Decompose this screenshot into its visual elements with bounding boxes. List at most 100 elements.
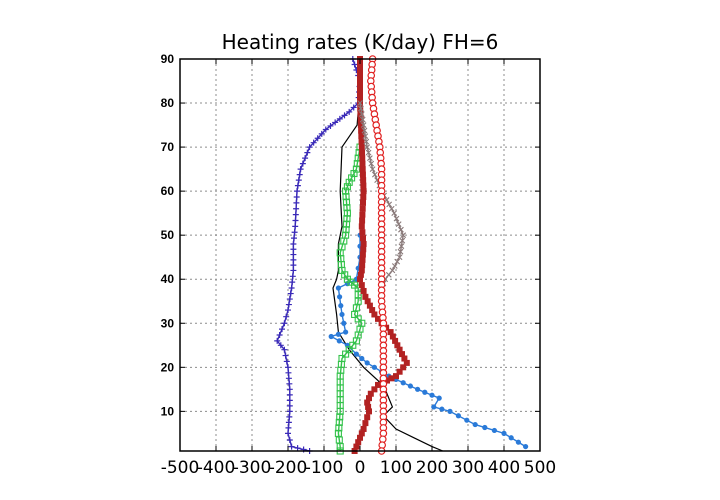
data-point (314, 135, 321, 142)
data-point (357, 89, 363, 96)
x-tick-label: 0 (355, 458, 366, 478)
data-point (400, 364, 407, 371)
data-point (336, 115, 343, 122)
data-point (360, 122, 367, 128)
data-point (292, 223, 299, 230)
data-point (294, 445, 301, 452)
series-1 (332, 58, 444, 452)
data-point (384, 377, 390, 384)
data-point (464, 417, 470, 423)
data-point (359, 355, 365, 362)
data-point (343, 183, 351, 191)
tick-layer: -500-400-300-200-100 0 100 200 300 400 500 10 20… (161, 52, 557, 478)
data-point (365, 149, 372, 156)
data-point (360, 287, 367, 294)
data-point (359, 262, 366, 269)
data-point (350, 104, 357, 111)
data-point (288, 443, 295, 450)
data-point (285, 375, 292, 382)
data-point (394, 258, 401, 265)
data-point (407, 383, 413, 389)
data-point (283, 313, 290, 320)
data-point (290, 262, 297, 269)
data-point (286, 380, 293, 387)
series-3 (328, 232, 529, 450)
data-point (290, 246, 297, 253)
data-point (358, 105, 364, 112)
data-point (399, 351, 405, 358)
chart-title: Heating rates (K/day) FH=6 (222, 30, 499, 54)
data-point (360, 199, 366, 206)
data-point (355, 439, 362, 446)
x-tick-label: -300 (233, 458, 272, 478)
data-point (501, 430, 507, 436)
data-point (363, 138, 370, 145)
series-6 (357, 100, 407, 291)
y-tick-label: 90 (161, 52, 175, 66)
data-point (291, 229, 298, 236)
data-point (282, 352, 289, 359)
data-point (391, 263, 398, 269)
data-point (358, 267, 365, 274)
data-point (360, 235, 366, 242)
data-point (352, 304, 360, 312)
data-point (297, 166, 304, 173)
data-point (296, 171, 303, 178)
data-point (371, 171, 378, 178)
y-tick-label: 30 (161, 316, 175, 330)
data-point (337, 294, 343, 300)
data-point (360, 177, 367, 184)
data-point (286, 386, 293, 393)
data-point (358, 282, 365, 289)
y-tick-label: 80 (161, 96, 175, 110)
data-point (398, 226, 404, 233)
data-point (357, 116, 364, 123)
data-point (285, 369, 292, 376)
data-point (359, 171, 366, 178)
data-point (310, 139, 317, 146)
data-point (366, 395, 372, 402)
data-point (388, 375, 395, 382)
data-point (366, 408, 372, 415)
data-point (358, 111, 365, 117)
data-point (362, 420, 369, 427)
data-point (286, 391, 293, 398)
data-point (393, 373, 399, 380)
data-point (429, 392, 435, 398)
data-point (357, 94, 363, 101)
data-point (327, 122, 334, 129)
data-point (285, 419, 292, 426)
data-point (293, 205, 300, 212)
data-point (357, 83, 363, 90)
series-layer (274, 55, 529, 455)
data-point (358, 144, 365, 151)
data-point (368, 160, 375, 167)
data-point (343, 329, 349, 335)
data-point (348, 174, 356, 182)
data-point (279, 326, 285, 333)
data-point (361, 127, 368, 134)
data-point (332, 119, 339, 126)
data-point (285, 430, 291, 437)
data-point (386, 201, 393, 208)
data-point (439, 406, 445, 412)
data-point (358, 430, 365, 437)
series-7 (366, 55, 388, 455)
data-point (335, 285, 341, 291)
data-point (400, 380, 406, 386)
data-point (357, 271, 364, 278)
data-point (395, 221, 402, 228)
data-point (302, 155, 309, 162)
series-4 (334, 143, 366, 455)
data-point (290, 240, 297, 247)
data-point (328, 333, 334, 340)
data-point (276, 332, 283, 339)
data-point (334, 429, 342, 437)
data-point (399, 237, 406, 244)
data-point (353, 351, 359, 357)
data-point (366, 302, 373, 309)
data-point (306, 144, 313, 151)
data-point (523, 443, 529, 450)
data-point (357, 111, 364, 118)
data-point (515, 439, 522, 445)
